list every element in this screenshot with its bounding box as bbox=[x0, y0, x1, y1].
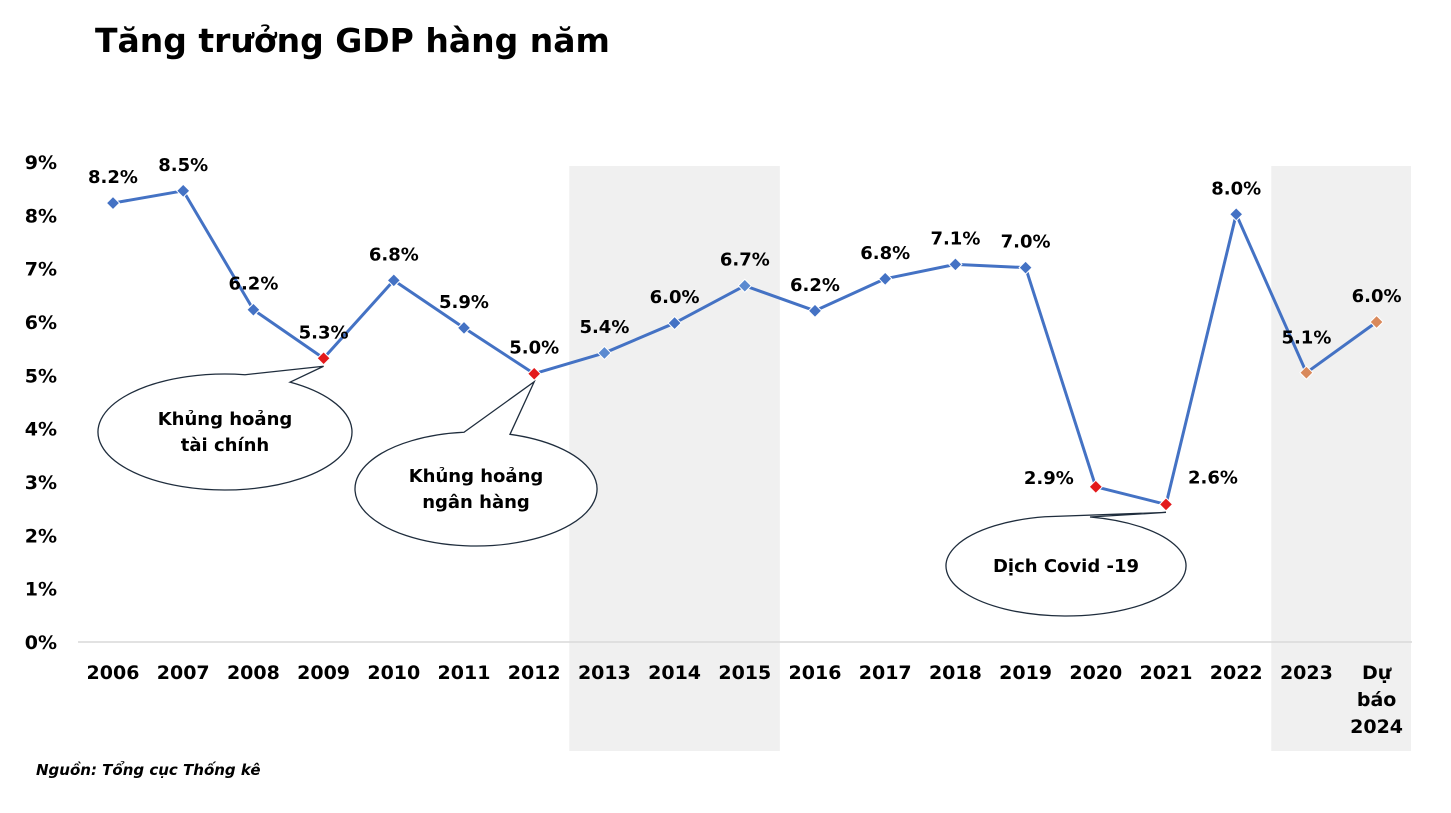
x-tick-label: 2022 bbox=[1210, 662, 1263, 684]
shaded-period-0 bbox=[569, 166, 780, 751]
callout-text: tài chính bbox=[181, 435, 269, 456]
x-tick-label: 2020 bbox=[1069, 662, 1122, 684]
y-tick-label: 2% bbox=[25, 525, 57, 547]
y-tick-label: 0% bbox=[25, 632, 57, 654]
data-label: 8.0% bbox=[1211, 178, 1261, 199]
data-label: 6.2% bbox=[228, 274, 278, 295]
x-tick-label: 2009 bbox=[297, 662, 350, 684]
callout-text: Khủng hoảng bbox=[158, 409, 293, 430]
callout-text: Khủng hoảng bbox=[409, 466, 544, 487]
data-label: 2.6% bbox=[1188, 467, 1238, 488]
data-label: 2.9% bbox=[1024, 468, 1074, 489]
chart-title: Tăng trưởng GDP hàng năm bbox=[95, 21, 610, 60]
x-tick-label: 2006 bbox=[87, 662, 140, 684]
x-tick-label: 2012 bbox=[508, 662, 561, 684]
y-tick-label: 7% bbox=[25, 259, 57, 281]
data-point-marker bbox=[1018, 260, 1033, 275]
x-tick-label: 2008 bbox=[227, 662, 280, 684]
data-point-marker bbox=[667, 315, 682, 331]
data-label: 5.3% bbox=[299, 322, 349, 343]
y-tick-label: 4% bbox=[25, 419, 57, 441]
series-markers bbox=[105, 183, 1384, 512]
data-label: 8.2% bbox=[88, 167, 138, 188]
y-tick-label: 9% bbox=[25, 152, 57, 174]
data-label: 5.1% bbox=[1281, 328, 1331, 349]
callout-bubble bbox=[354, 379, 598, 547]
data-point-marker bbox=[246, 302, 261, 317]
data-point-marker bbox=[1158, 497, 1174, 512]
y-tick-label: 8% bbox=[25, 205, 57, 227]
y-tick-label: 6% bbox=[25, 312, 57, 334]
x-tick-label: 2007 bbox=[157, 662, 210, 684]
data-point-marker bbox=[948, 257, 963, 272]
data-point-marker bbox=[807, 303, 823, 319]
data-point-marker bbox=[737, 278, 753, 293]
callout-text: ngân hàng bbox=[422, 492, 530, 513]
x-tick-label: 2018 bbox=[929, 662, 982, 684]
callout-bubble bbox=[97, 365, 353, 491]
data-label: 5.4% bbox=[579, 317, 629, 338]
x-tick-label: 2014 bbox=[648, 662, 701, 684]
data-label: 6.0% bbox=[650, 287, 700, 308]
data-label: 5.9% bbox=[439, 292, 489, 313]
data-point-marker bbox=[526, 366, 542, 381]
shaded-periods bbox=[569, 166, 1411, 751]
data-point-marker bbox=[1299, 365, 1314, 380]
y-tick-label: 1% bbox=[25, 579, 57, 601]
x-tick-label: 2015 bbox=[718, 662, 771, 684]
data-point-marker bbox=[877, 271, 893, 287]
x-axis-ticks: 2006 2007 2008 2009 2010 2011 2012 2013 2014 2015… bbox=[87, 662, 1403, 738]
shaded-period-1 bbox=[1271, 166, 1411, 751]
data-point-marker bbox=[386, 273, 402, 288]
data-label: 6.8% bbox=[860, 243, 910, 264]
data-point-marker bbox=[1369, 314, 1384, 330]
x-tick-label: 2010 bbox=[367, 662, 420, 684]
data-label: 6.7% bbox=[720, 250, 770, 271]
data-labels: 8.2% 8.5% 6.2% 5.3% 6.8% 5.9% 5.0% 5.4% 6.0% 6.7%… bbox=[88, 155, 1402, 489]
x-tick-label: 2017 bbox=[859, 662, 912, 684]
source-note: Nguồn: Tổng cục Thống kê bbox=[36, 760, 261, 779]
data-label: 7.1% bbox=[930, 228, 980, 249]
data-point-marker bbox=[456, 320, 472, 336]
data-point-marker bbox=[1228, 207, 1244, 222]
x-tick-label: 2013 bbox=[578, 662, 631, 684]
x-tick-label: 2011 bbox=[438, 662, 491, 684]
x-tick-label: 2021 bbox=[1140, 662, 1193, 684]
x-tick-label: 2016 bbox=[789, 662, 842, 684]
data-point-marker bbox=[316, 351, 331, 366]
data-label: 5.0% bbox=[509, 338, 559, 359]
data-point-marker bbox=[105, 195, 121, 211]
annotations: Khủng hoảng tài chính Khủng hoảng ngân hàng… bbox=[97, 365, 1187, 617]
data-label: 6.0% bbox=[1352, 286, 1402, 307]
data-point-marker bbox=[597, 345, 612, 361]
y-axis-ticks: 0% 1% 2% 3% 4% 5% 6% 7% 8% 9% bbox=[25, 152, 57, 654]
callout-text: Dịch Covid -19 bbox=[993, 556, 1139, 577]
x-tick-label: Dự báo 2024 bbox=[1350, 662, 1403, 738]
data-point-marker bbox=[175, 183, 191, 199]
callout-bubble bbox=[945, 511, 1187, 617]
data-label: 6.8% bbox=[369, 244, 419, 265]
data-label: 8.5% bbox=[158, 155, 208, 176]
data-point-marker bbox=[1088, 479, 1104, 495]
y-tick-label: 3% bbox=[25, 472, 57, 494]
x-tick-label: 2023 bbox=[1280, 662, 1333, 684]
data-label: 7.0% bbox=[1001, 232, 1051, 253]
y-tick-label: 5% bbox=[25, 365, 57, 387]
data-label: 6.2% bbox=[790, 275, 840, 296]
x-tick-label: 2019 bbox=[999, 662, 1052, 684]
